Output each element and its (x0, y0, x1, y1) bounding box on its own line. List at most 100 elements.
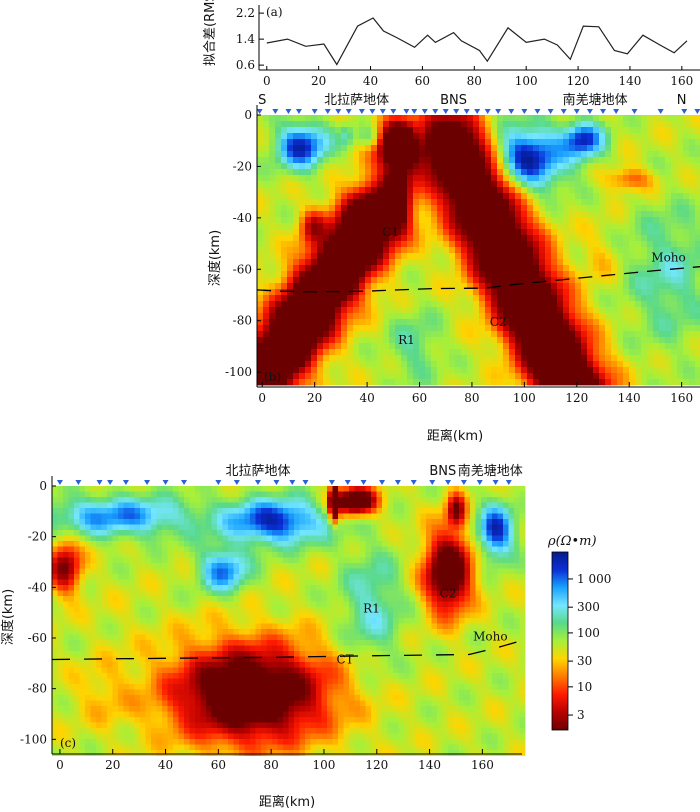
resistivity-cell (189, 502, 196, 509)
station-marker (335, 109, 342, 114)
resistivity-cell (415, 563, 421, 569)
resistivity-cell (85, 519, 91, 525)
resistivity-cell (449, 115, 456, 122)
resistivity-cell (341, 271, 348, 278)
resistivity-cell (467, 331, 474, 338)
resistivity-cell (211, 508, 218, 514)
resistivity-cell (437, 355, 444, 362)
resistivity-cell (485, 247, 492, 254)
resistivity-cell (437, 502, 443, 509)
resistivity-cell (569, 283, 576, 290)
resistivity-cell (383, 151, 390, 158)
resistivity-cell (335, 247, 342, 254)
resistivity-cell (52, 530, 58, 536)
resistivity-cell (299, 491, 306, 498)
resistivity-cell (545, 175, 552, 182)
resistivity-cell (443, 361, 450, 368)
resistivity-cell (222, 519, 229, 525)
resistivity-cell (145, 541, 152, 547)
resistivity-cell (508, 541, 515, 547)
resistivity-cell (683, 373, 690, 380)
resistivity-cell (395, 295, 402, 302)
resistivity-cell (461, 229, 468, 236)
resistivity-cell (563, 253, 570, 260)
resistivity-cell (611, 253, 618, 260)
resistivity-cell (467, 271, 474, 278)
resistivity-cell (617, 157, 624, 164)
resistivity-cell (222, 502, 229, 509)
resistivity-cell (57, 579, 64, 586)
resistivity-cell (671, 265, 678, 272)
resistivity-cell (539, 307, 546, 314)
resistivity-cell (359, 127, 366, 134)
resistivity-cell (481, 535, 487, 542)
resistivity-cell (195, 535, 201, 542)
resistivity-cell (443, 349, 450, 356)
resistivity-cell (360, 530, 366, 536)
resistivity-cell (134, 508, 141, 514)
resistivity-cell (389, 211, 396, 218)
resistivity-cell (623, 175, 630, 182)
resistivity-cell (519, 486, 526, 492)
resistivity-cell (635, 337, 642, 344)
station-marker (369, 109, 376, 114)
resistivity-cell (521, 193, 528, 200)
panel-c: 0 20 40 60 80 100 120 140 160 0-20-40-60-80-100 … (0, 463, 526, 810)
resistivity-cell (569, 253, 576, 260)
resistivity-cell (497, 508, 504, 514)
resistivity-cell (317, 349, 324, 356)
resistivity-cell (437, 497, 443, 503)
resistivity-cell (299, 307, 306, 314)
resistivity-cell (623, 307, 630, 314)
resistivity-cell (659, 139, 666, 146)
resistivity-cell (593, 301, 600, 308)
resistivity-cell (401, 337, 408, 344)
resistivity-cell (442, 491, 449, 498)
resistivity-cell (671, 319, 678, 326)
resistivity-cell (671, 199, 678, 206)
resistivity-cell (481, 557, 487, 564)
resistivity-cell (299, 513, 306, 520)
resistivity-cell (353, 199, 360, 206)
resistivity-cell (448, 508, 454, 514)
resistivity-cell (107, 508, 113, 514)
resistivity-cell (79, 497, 86, 503)
resistivity-cell (275, 127, 282, 134)
resistivity-cell (353, 271, 360, 278)
resistivity-cell (68, 513, 75, 520)
resistivity-cell (486, 552, 493, 558)
resistivity-cell (653, 217, 660, 224)
resistivity-cell (533, 121, 540, 128)
resistivity-cell (491, 193, 498, 200)
resistivity-cell (545, 289, 552, 296)
resistivity-cell (354, 491, 361, 498)
resistivity-cell (593, 319, 600, 326)
resistivity-cell (415, 574, 421, 580)
resistivity-cell (437, 519, 443, 525)
resistivity-cell (497, 524, 504, 531)
resistivity-cell (443, 157, 450, 164)
resistivity-cell (395, 373, 402, 380)
resistivity-cell (455, 247, 462, 254)
resistivity-cell (151, 546, 157, 553)
resistivity-cell (521, 277, 528, 284)
resistivity-cell (431, 319, 438, 326)
resistivity-cell (360, 574, 366, 580)
resistivity-cell (683, 235, 690, 242)
resistivity-cell (695, 355, 700, 362)
resistivity-cell (425, 283, 432, 290)
resistivity-cell (275, 295, 282, 302)
resistivity-cell (371, 133, 378, 140)
resistivity-cell (442, 524, 449, 531)
resistivity-cell (263, 217, 270, 224)
resistivity-cell (281, 259, 288, 266)
resistivity-cell (617, 235, 624, 242)
resistivity-cell (294, 519, 300, 525)
resistivity-cell (239, 519, 245, 525)
resistivity-cell (479, 145, 486, 152)
resistivity-cell (413, 253, 420, 260)
resistivity-cell (527, 115, 534, 122)
resistivity-cell (377, 313, 384, 320)
x-tick: 80 (467, 66, 482, 88)
resistivity-cell (79, 546, 86, 553)
